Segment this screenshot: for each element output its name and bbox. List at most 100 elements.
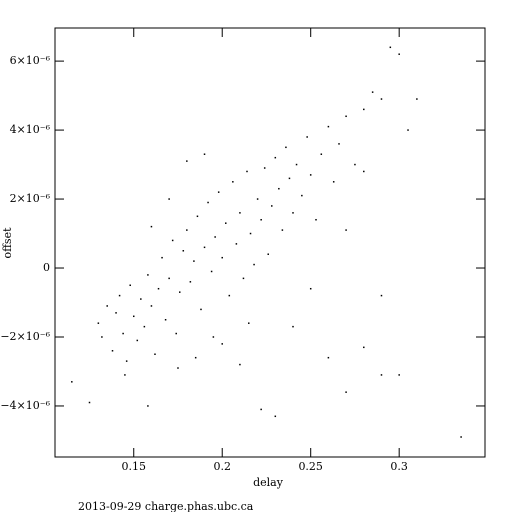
point [380,374,383,376]
point [274,415,277,418]
point [217,191,220,193]
y-tick-label: 6×10⁻⁶ [10,54,51,67]
point [332,181,335,183]
point [345,229,347,231]
point [161,256,163,259]
point [129,284,131,287]
point [154,353,156,355]
point [97,322,100,324]
point [239,363,241,366]
point [338,143,340,145]
point [256,198,259,200]
point [260,408,262,411]
y-tick-label: −4×10⁻⁶ [0,399,50,412]
y-tick-label: 2×10⁻⁶ [10,192,51,205]
point [157,287,160,290]
point [221,256,223,259]
y-axis-label: offset [1,227,14,259]
point [363,170,365,173]
point [186,160,188,162]
point [111,350,114,352]
point [327,125,330,128]
point [118,294,121,297]
point [150,305,153,307]
point [263,167,266,169]
point [196,215,199,218]
point [239,212,241,214]
point [164,318,167,321]
point [132,315,135,318]
x-axis-label: delay [253,476,284,489]
point [271,205,273,207]
point [125,360,128,362]
x-tick-label: 0.25 [298,460,323,473]
point [315,218,317,221]
point [246,170,248,173]
point [88,401,91,404]
x-tick-label: 0.3 [390,460,408,473]
point [168,198,170,200]
point [278,187,280,190]
point [398,53,400,55]
point [182,250,185,252]
point [416,98,418,100]
point [267,253,269,255]
point [232,181,234,183]
point [175,332,177,335]
point [309,287,312,290]
y-tick-label: 4×10⁻⁶ [10,123,51,136]
x-tick-label: 0.2 [213,460,231,473]
point [295,163,298,166]
point [194,356,197,359]
y-tick-label: −2×10⁻⁶ [0,330,50,343]
point [301,194,303,197]
point [136,339,139,342]
point [203,153,206,155]
point [281,229,284,231]
point [292,212,294,214]
x-tick-label: 0.15 [121,460,146,473]
point [177,367,179,369]
point [140,298,142,300]
point [345,391,347,393]
point [200,308,202,311]
plot-frame [54,27,486,458]
point [212,336,215,338]
point [71,381,73,383]
point [106,305,108,307]
point [371,91,374,93]
point [179,291,181,293]
point [171,239,174,242]
point [253,263,255,266]
point [228,294,231,297]
point [249,232,252,235]
point [320,153,323,155]
point [363,108,365,111]
point [147,274,149,276]
point [203,246,206,249]
point [309,174,312,176]
point [207,201,209,204]
point [147,405,149,407]
point [292,325,294,328]
point [210,270,213,273]
point [193,260,195,262]
point [288,177,291,180]
point [380,98,383,100]
footer: 2013-09-29 charge.phas.ubc.ca [78,500,254,512]
point [354,163,356,166]
point [389,46,392,49]
point [186,229,188,231]
y-tick-label: 0 [43,261,50,274]
point [225,222,227,224]
point [398,374,400,376]
point [168,277,170,280]
point [122,332,124,335]
point [101,336,103,338]
point [143,325,146,328]
point [248,322,250,324]
point [189,281,192,283]
point [214,236,216,238]
point [260,218,262,221]
